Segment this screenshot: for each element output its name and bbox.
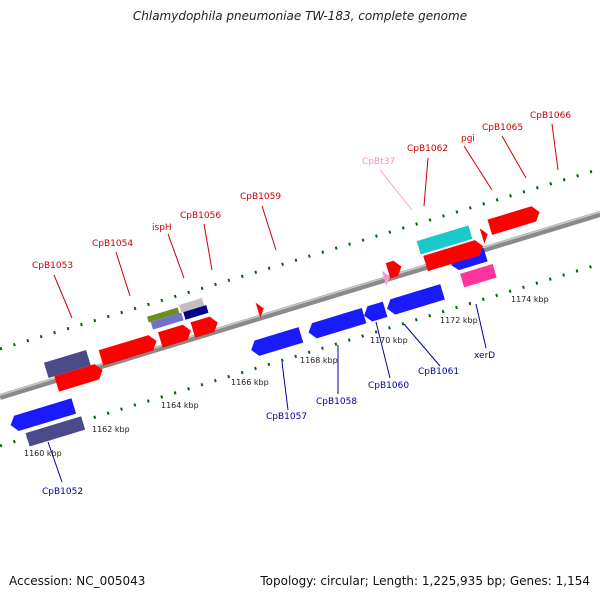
gene-cpb1057[interactable] xyxy=(249,327,304,357)
gene-label[interactable]: CpB1052 xyxy=(42,487,83,497)
gene-cpb1056d[interactable] xyxy=(190,315,221,338)
gene-cpb1060[interactable] xyxy=(362,301,388,324)
scale-label: 1164 kbp xyxy=(161,401,199,410)
scale-label: 1172 kbp xyxy=(440,316,478,325)
gene-isph[interactable] xyxy=(150,312,184,330)
gene-cpb1058[interactable] xyxy=(306,307,367,340)
gene-label[interactable]: xerD xyxy=(474,351,495,361)
gene-label[interactable]: CpB1060 xyxy=(368,381,409,391)
scale-label: 1170 kbp xyxy=(370,336,408,345)
gene-cpb1052[interactable] xyxy=(8,398,77,432)
gene-label[interactable]: CpB1058 xyxy=(316,397,357,407)
gene-cpb1061[interactable] xyxy=(385,284,445,316)
genome-summary-text: Topology: circular; Length: 1,225,935 bp… xyxy=(260,574,590,588)
gene-label[interactable]: CpB1059 xyxy=(240,192,281,202)
gene-label[interactable]: CpB1054 xyxy=(92,239,133,249)
scale-label: 1160 kbp xyxy=(24,449,62,458)
gene-pgi[interactable] xyxy=(423,238,485,272)
gene-label[interactable]: CpB1066 xyxy=(530,111,571,121)
gene-cpb1052b[interactable] xyxy=(25,416,86,447)
gene-cpb1056b[interactable] xyxy=(178,298,205,313)
gene-label[interactable]: ispH xyxy=(152,223,172,233)
gene-xerd-pink[interactable] xyxy=(460,264,497,288)
gene-label[interactable]: pgi xyxy=(461,134,475,144)
gene-label[interactable]: CpB1056 xyxy=(180,211,221,221)
gene-cpb1056[interactable] xyxy=(158,323,193,348)
scale-label: 1168 kbp xyxy=(300,356,338,365)
gene-label[interactable]: CpB1065 xyxy=(482,123,523,133)
gene-cpb1053b[interactable] xyxy=(54,362,105,392)
accession-text: Accession: NC_005043 xyxy=(9,574,146,588)
gene-cpb1054[interactable] xyxy=(98,333,159,366)
gene-cpb1066[interactable] xyxy=(487,205,541,235)
gene-cpb1056c[interactable] xyxy=(183,305,209,320)
gene-cpb1065[interactable] xyxy=(479,227,490,244)
gene-cpb1053[interactable] xyxy=(43,349,91,379)
scale-label: 1162 kbp xyxy=(92,425,130,434)
gene-isph-green[interactable] xyxy=(147,307,180,323)
gene-cpbt37[interactable] xyxy=(381,269,392,286)
gene-label[interactable]: CpB1053 xyxy=(32,261,73,271)
scale-label: 1174 kbp xyxy=(511,295,549,304)
genome-backbone xyxy=(0,211,600,400)
gene-cpb1059[interactable] xyxy=(255,301,266,318)
map-title: Chlamydophila pneumoniae TW-183, complet… xyxy=(132,9,468,23)
gene-label[interactable]: CpB1061 xyxy=(418,367,459,377)
forward-tick-track xyxy=(0,167,600,351)
gene-label[interactable]: CpBt37 xyxy=(362,157,395,167)
gene-pgi-cyan[interactable] xyxy=(416,225,473,255)
gene-label[interactable]: CpB1057 xyxy=(266,412,307,422)
gene-label[interactable]: CpB1062 xyxy=(407,144,448,154)
scale-label: 1166 kbp xyxy=(231,378,269,387)
gene-cpb1062[interactable] xyxy=(385,259,404,279)
